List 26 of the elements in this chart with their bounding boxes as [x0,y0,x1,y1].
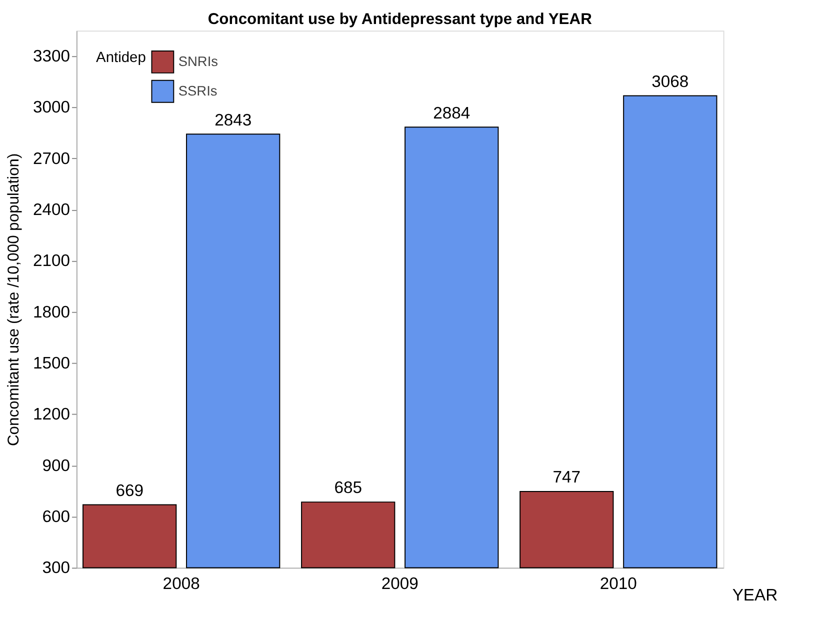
legend-label: SNRIs [178,54,218,69]
legend-title: Antidep [96,50,146,66]
y-tick-label: 3000 [33,98,70,117]
x-tick-label: 2010 [600,574,637,593]
data-label: 2884 [433,103,470,122]
y-tick-label: 1800 [33,302,70,322]
y-tick-label: 900 [42,456,70,475]
y-tick-label: 3300 [33,46,70,66]
data-label: 2843 [214,110,252,130]
y-tick-label: 300 [42,558,70,578]
chart-title: Concomitant use by Antidepressant type and YEAR [208,10,592,28]
data-label: 669 [116,480,144,500]
x-axis-title: YEAR [732,586,778,605]
data-label: 3068 [652,72,689,91]
legend-label: SSRIs [178,83,218,98]
y-tick-label: 2100 [33,251,70,270]
y-tick-label: 600 [42,506,70,526]
x-tick-label: 2008 [162,574,200,593]
y-tick-label: 2400 [33,200,70,220]
y-axis-title: Concomitant use (rate /10,000 population) [5,153,22,446]
data-label: 685 [334,478,362,498]
y-tick-label: 1200 [33,404,70,424]
y-tick-label: 2700 [33,148,70,168]
y-tick-label: 1500 [33,353,70,372]
data-label: 747 [552,468,581,487]
x-tick-label: 2009 [381,574,418,593]
